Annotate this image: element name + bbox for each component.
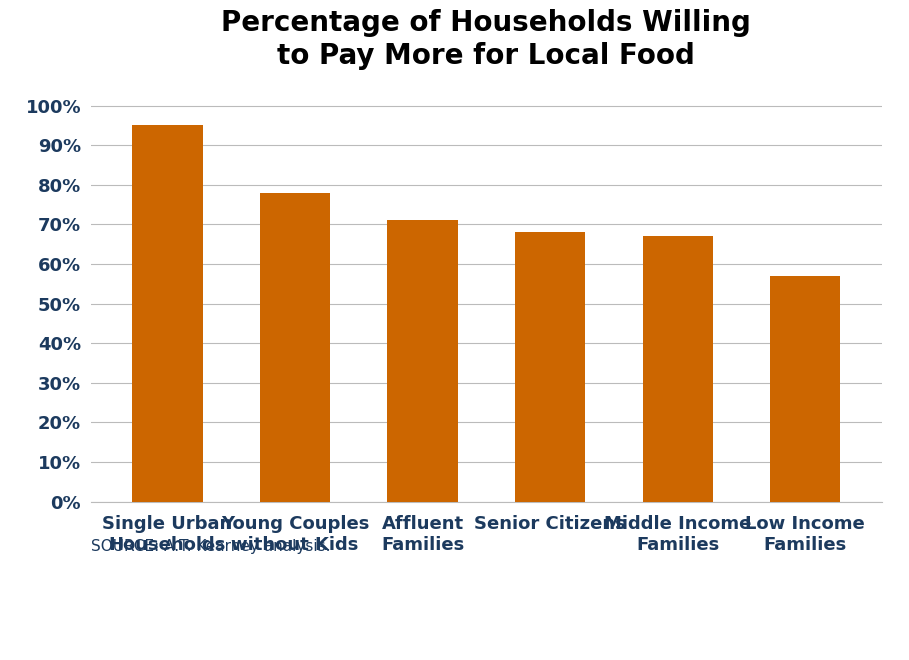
- Bar: [260, 193, 330, 502]
- Text: St. Louis: St. Louis: [380, 626, 463, 645]
- Bar: [387, 220, 457, 502]
- Text: Federal Reserve Bank: Federal Reserve Bank: [23, 626, 241, 645]
- Text: of: of: [353, 626, 374, 645]
- Bar: [643, 236, 713, 502]
- Bar: [133, 125, 203, 502]
- Title: Percentage of Households Willing
to Pay More for Local Food: Percentage of Households Willing to Pay …: [222, 9, 751, 69]
- Bar: [515, 232, 585, 502]
- Text: SOURCE: A.T. Kearney analysis.: SOURCE: A.T. Kearney analysis.: [91, 539, 330, 554]
- Bar: [770, 276, 840, 502]
